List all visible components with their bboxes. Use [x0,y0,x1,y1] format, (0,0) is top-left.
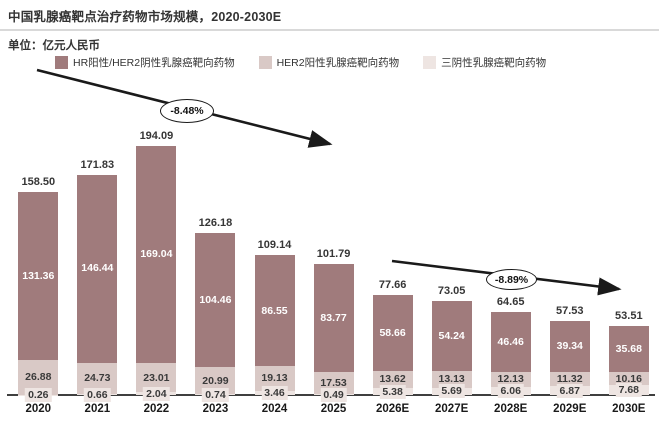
bar-segment-series1 [431,370,472,388]
bar-segment-series0 [136,145,177,363]
category-label: 2026E [375,403,410,415]
legend-swatch [423,56,437,69]
bar-segment-series0 [549,321,590,372]
category-label: 2023 [202,403,229,415]
title-divider [0,29,659,31]
segment-value-label: 5.38 [379,384,406,399]
segment-value-label: 86.55 [261,304,288,317]
category-label: 2022 [143,403,170,415]
segment-value-label: 0.49 [320,387,347,402]
bar-segment-series1 [608,372,649,386]
total-value-label: 53.51 [615,310,643,323]
bar-segment-series0 [195,233,236,368]
total-value-label: 158.50 [21,175,56,188]
category-label: 2027E [435,403,469,415]
total-value-label: 126.18 [198,217,233,229]
total-value-label: 194.09 [139,129,174,142]
bar-segment-series0 [313,264,354,372]
segment-value-label: 104.46 [199,294,232,307]
category-label: 2020 [25,403,52,415]
total-value-label: 57.53 [555,305,584,318]
segment-value-label: 0.74 [202,387,229,402]
total-value-label: 109.14 [257,238,292,251]
segment-value-label: 54.24 [438,330,465,342]
legend-item-her2-positive: HER2阳性乳腺癌靶向药物 [258,55,400,70]
bar-segment-series1 [372,370,413,389]
segment-value-label: 3.46 [261,385,288,400]
segment-value-label: 10.16 [615,372,642,385]
segment-value-label: 17.53 [320,377,347,390]
segment-value-label: 6.06 [497,384,524,399]
segment-value-label: 83.77 [320,312,347,325]
bar-segment-series0 [77,174,118,363]
trend-rate-badge-1: -8.48% [160,99,214,123]
trend-rate-badge-2: -8.89% [486,269,537,290]
segment-value-label: 169.04 [140,248,173,261]
bar-segment-series1 [549,371,590,387]
bar-segment-series0 [431,301,472,371]
segment-value-label: 26.88 [25,371,52,384]
bar-segment-series0 [372,295,413,371]
segment-value-label: 7.68 [615,383,643,398]
trend-rate-label: -8.48% [170,105,204,117]
segment-value-label: 24.73 [84,372,111,385]
trend-rate-label: -8.89% [494,273,529,286]
total-value-label: 171.83 [80,158,115,171]
segment-value-label: 2.04 [143,386,170,401]
segment-value-label: 58.66 [379,327,406,339]
bar-segment-series0 [608,326,649,373]
segment-value-label: 39.34 [556,340,583,353]
category-label: 2025 [320,403,347,415]
bar-segment-series0 [254,254,295,366]
legend-swatch [55,56,68,69]
segment-value-label: 12.13 [497,373,524,386]
segment-value-label: 146.44 [81,262,114,275]
segment-value-label: 11.32 [556,372,583,385]
segment-value-label: 23.01 [143,371,170,384]
bar-segment-series0 [490,312,531,372]
total-value-label: 101.79 [316,248,351,261]
segment-value-label: 20.99 [202,374,229,387]
legend-label: HR阳性/HER2阴性乳腺癌靶向药物 [73,57,235,69]
segment-value-label: 0.26 [25,387,52,402]
segment-value-label: 13.62 [379,373,406,386]
segment-value-label: 19.13 [261,372,288,385]
legend-swatch [258,56,272,69]
segment-value-label: 5.69 [438,384,465,399]
category-label: 2024 [261,403,288,415]
total-value-label: 73.05 [437,285,466,298]
legend-label: HER2阳性乳腺癌靶向药物 [276,57,400,69]
chart-legend: HR阳性/HER2阴性乳腺癌靶向药物 HER2阳性乳腺癌靶向药物 三阴性乳腺癌靶… [55,55,546,70]
category-label: 2028E [494,403,528,415]
page-title: 中国乳腺癌靶点治疗药物市场规模，2020-2030E [8,10,282,24]
segment-value-label: 0.66 [84,387,111,402]
category-label: 2021 [84,403,111,415]
category-label: 2029E [553,403,587,415]
bar-segment-series1 [490,371,531,388]
legend-item-hr-positive: HR阳性/HER2阴性乳腺癌靶向药物 [55,55,235,70]
segment-value-label: 35.68 [615,343,642,356]
bar-segment-series0 [18,191,59,361]
total-value-label: 64.65 [496,296,525,308]
category-label: 2030E [612,403,646,415]
segment-value-label: 13.13 [438,373,465,386]
legend-item-triple-negative: 三阴性乳腺癌靶向药物 [423,55,546,70]
unit-label: 单位：亿元人民币 [8,40,100,52]
legend-label: 三阴性乳腺癌靶向药物 [441,57,547,69]
segment-value-label: 6.87 [556,383,583,398]
segment-value-label: 46.46 [497,335,524,348]
segment-value-label: 131.36 [22,269,55,282]
total-value-label: 77.66 [378,279,407,292]
